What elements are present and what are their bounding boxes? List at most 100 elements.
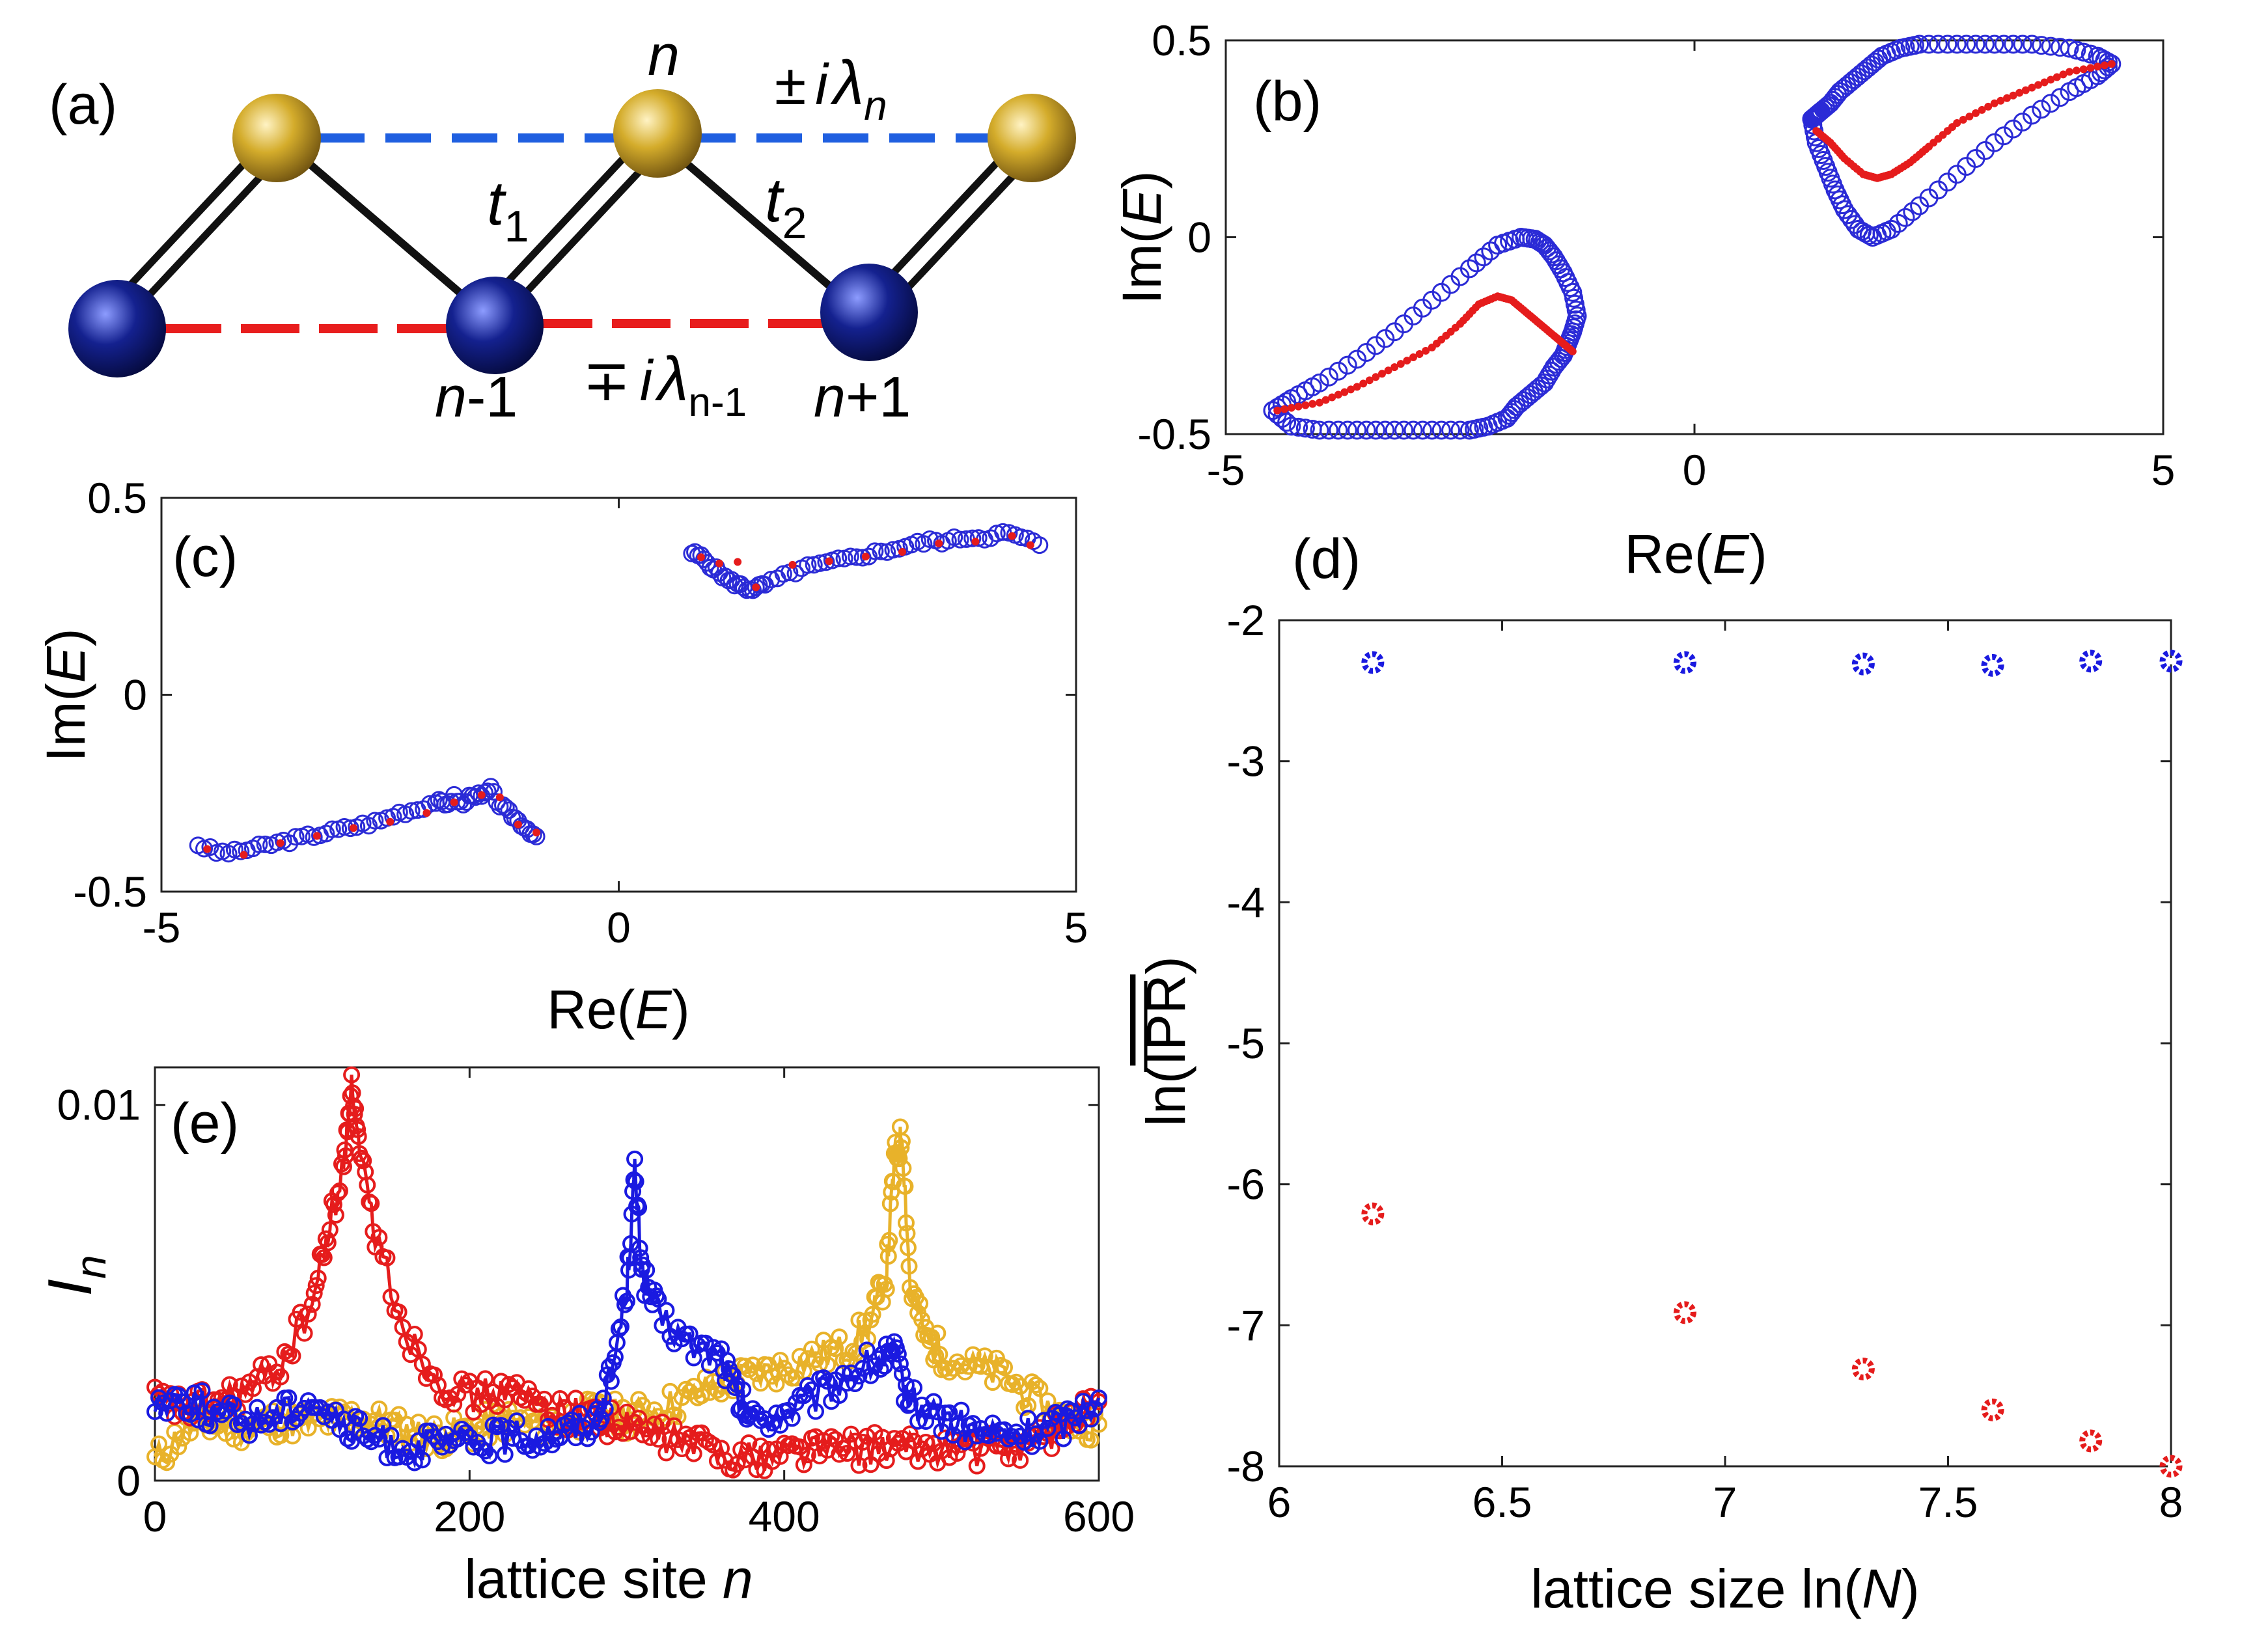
panel-b-point-blue-open-circles-right-loop-18 — [1842, 210, 1861, 229]
panel-d-series-red — [1361, 1202, 2183, 1478]
panel-b-label: (b) — [1253, 70, 1321, 133]
panel-e-point-yellow-152 — [744, 1356, 762, 1374]
panel-b-xlabel: Re(E) — [1624, 523, 1767, 584]
panel-e-point-blue-2 — [154, 1394, 172, 1412]
panel-b-point-red-dots-right-55 — [1997, 96, 2005, 105]
panel-b-point-blue-open-circles-right-loop-74 — [1966, 34, 1985, 54]
panel-e-ytick-label-0: 0 — [117, 1457, 141, 1505]
panel-e-point-blue-179 — [734, 1381, 752, 1399]
panel-b-point-red-dots-left-22 — [1415, 349, 1424, 358]
panel-e-point-blue-10 — [186, 1384, 203, 1402]
panel-e-point-yellow-185 — [864, 1306, 881, 1323]
panel-d-ytick-label-6: -2 — [1226, 596, 1265, 644]
panel-e-chart: 0 200 400 600 0 0.01 (e) lattice site n In — [35, 1066, 1135, 1609]
panel-b-point-red-dots-right-68 — [2079, 65, 2088, 74]
panel-b-point-blue-open-circles-right-loop-28 — [1881, 219, 1901, 239]
panel-b-point-red-dots-right-63 — [2047, 75, 2055, 84]
panel-c-point-blue-open-circles-right-56 — [951, 530, 969, 549]
panel-b-point-red-dots-right-72 — [2107, 60, 2116, 68]
panel-e-point-red-151 — [646, 1416, 663, 1433]
panel-d-xtick-label-2: 7 — [1713, 1478, 1737, 1526]
panel-c-point-blue-open-circles-right-31 — [799, 556, 817, 574]
panel-e-xtick-label-1: 200 — [434, 1492, 505, 1540]
panel-e-point-red-166 — [704, 1436, 722, 1454]
panel-e-point-blue-34 — [280, 1389, 297, 1406]
panel-b-point-red-dots-left-21 — [1409, 353, 1417, 362]
panel-d-ytick-label-3: -5 — [1226, 1019, 1265, 1067]
panel-e-point-yellow-245 — [984, 1374, 1001, 1391]
panel-b-point-blue-open-circles-right-loop-17 — [1838, 205, 1858, 225]
panel-b-point-red-dots-left-11 — [1347, 385, 1355, 394]
panel-e-ytick-label-1: 0.01 — [57, 1081, 141, 1129]
panel-b-point-red-dots-right-70 — [2094, 62, 2102, 71]
lattice-diagram: (a) n n-1 n+1 t1 t2 — [49, 23, 1076, 429]
panel-b-point-blue-open-circles-left-loop-92 — [1488, 236, 1508, 255]
panel-b-point-blue-open-circles-left-loop-13 — [1357, 420, 1376, 440]
panel-c-point-blue-open-circles-left-16 — [286, 828, 305, 846]
panel-e-point-red-200 — [838, 1445, 856, 1462]
panel-c-point-red-dots-left-8 — [477, 791, 486, 799]
panel-e-point-red-108 — [477, 1370, 494, 1388]
panel-c-point-red-dots-right-3 — [752, 583, 760, 592]
panel-d-point-blue-3 — [1981, 653, 2004, 677]
panel-b-chart: -5 0 5 -0.5 0 0.5 (b) Re(E) Im(E) — [1111, 16, 2175, 584]
panel-e-point-yellow-208 — [893, 1132, 911, 1150]
panel-c-marks — [189, 523, 1049, 863]
panel-e-point-red-113 — [496, 1391, 514, 1409]
panel-b-xtick-label-0: -5 — [1207, 446, 1245, 494]
panel-b-point-blue-open-circles-right-loop-46 — [2041, 94, 2060, 113]
panel-e-point-red-83 — [378, 1249, 396, 1266]
panel-e-point-yellow-240 — [964, 1346, 982, 1363]
panel-e-point-red-233 — [968, 1457, 986, 1475]
panel-e-point-blue-26 — [249, 1399, 266, 1416]
panel-b-point-blue-open-circles-right-loop-73 — [1975, 34, 1995, 54]
panel-d-axes: 6 6.5 7 7.5 8 -8 -7 -6 -5 -4 -3 -2 — [1226, 596, 2183, 1526]
panel-e-point-blue-274 — [1066, 1409, 1084, 1427]
panel-e-point-red-107 — [473, 1395, 490, 1413]
gold-site-right — [988, 94, 1076, 182]
label-t2: t2 — [765, 165, 807, 248]
label-loss: ∓ iλn-1 — [583, 344, 747, 425]
panel-e-point-yellow-248 — [996, 1359, 1013, 1376]
panel-b-point-red-dots-left-16 — [1378, 370, 1386, 378]
panel-e-point-blue-116 — [594, 1389, 612, 1407]
panel-c-point-red-dots-left-3 — [312, 832, 321, 840]
panel-b-point-red-dots-right-60 — [2028, 83, 2036, 92]
panel-e-point-red-31 — [268, 1363, 286, 1381]
panel-b-point-blue-open-circles-left-loop-104 — [1385, 322, 1404, 342]
panel-e-xtick-label-2: 400 — [749, 1492, 820, 1540]
panel-e-point-red-192 — [807, 1428, 824, 1445]
panel-c-point-blue-open-circles-right-5 — [698, 554, 716, 572]
panel-b-point-blue-open-circles-left-loop-108 — [1348, 349, 1367, 369]
panel-e-point-blue-7 — [174, 1393, 191, 1411]
panel-e-point-red-103 — [457, 1376, 475, 1394]
panel-e-point-red-52 — [327, 1206, 344, 1224]
panel-b-point-red-dots-left-18 — [1390, 363, 1399, 372]
blue-site-np1 — [820, 264, 918, 361]
panel-e-point-red-152 — [650, 1431, 667, 1448]
panel-e-point-blue-280 — [1090, 1389, 1107, 1406]
panel-e-point-red-114 — [500, 1376, 518, 1393]
panel-b-point-blue-open-circles-left-loop-23 — [1450, 420, 1470, 440]
panel-c-point-red-dots-right-6 — [861, 553, 870, 561]
panel-b-point-red-dots-left-4 — [1301, 401, 1310, 409]
panel-d-point-blue-2 — [1851, 652, 1875, 676]
panel-e-point-blue-236 — [917, 1412, 935, 1430]
panel-e-point-yellow-167 — [803, 1340, 820, 1358]
panel-b-xtick-label-2: 5 — [2151, 446, 2176, 494]
panel-c-point-blue-open-circles-right-43 — [872, 542, 890, 560]
panel-e-point-blue-136 — [626, 1150, 644, 1168]
panel-b-point-red-dots-left-3 — [1294, 402, 1303, 411]
panel-e-point-red-81 — [370, 1229, 388, 1246]
panel-e-point-yellow-139 — [693, 1387, 710, 1404]
panel-c-point-red-dots-left-4 — [350, 824, 358, 832]
panel-c-point-blue-open-circles-left-62 — [497, 799, 515, 817]
panel-e-point-blue-92 — [508, 1412, 525, 1430]
panel-e-point-blue-88 — [492, 1417, 510, 1434]
panel-e-point-red-54 — [331, 1182, 348, 1199]
gold-site-n — [613, 89, 702, 178]
panel-b-point-blue-open-circles-right-loop-116 — [1802, 109, 1821, 129]
panel-e-point-blue-32 — [272, 1415, 290, 1432]
panel-e-point-red-143 — [614, 1425, 631, 1442]
panel-b-point-red-dots-right-59 — [2021, 86, 2030, 94]
